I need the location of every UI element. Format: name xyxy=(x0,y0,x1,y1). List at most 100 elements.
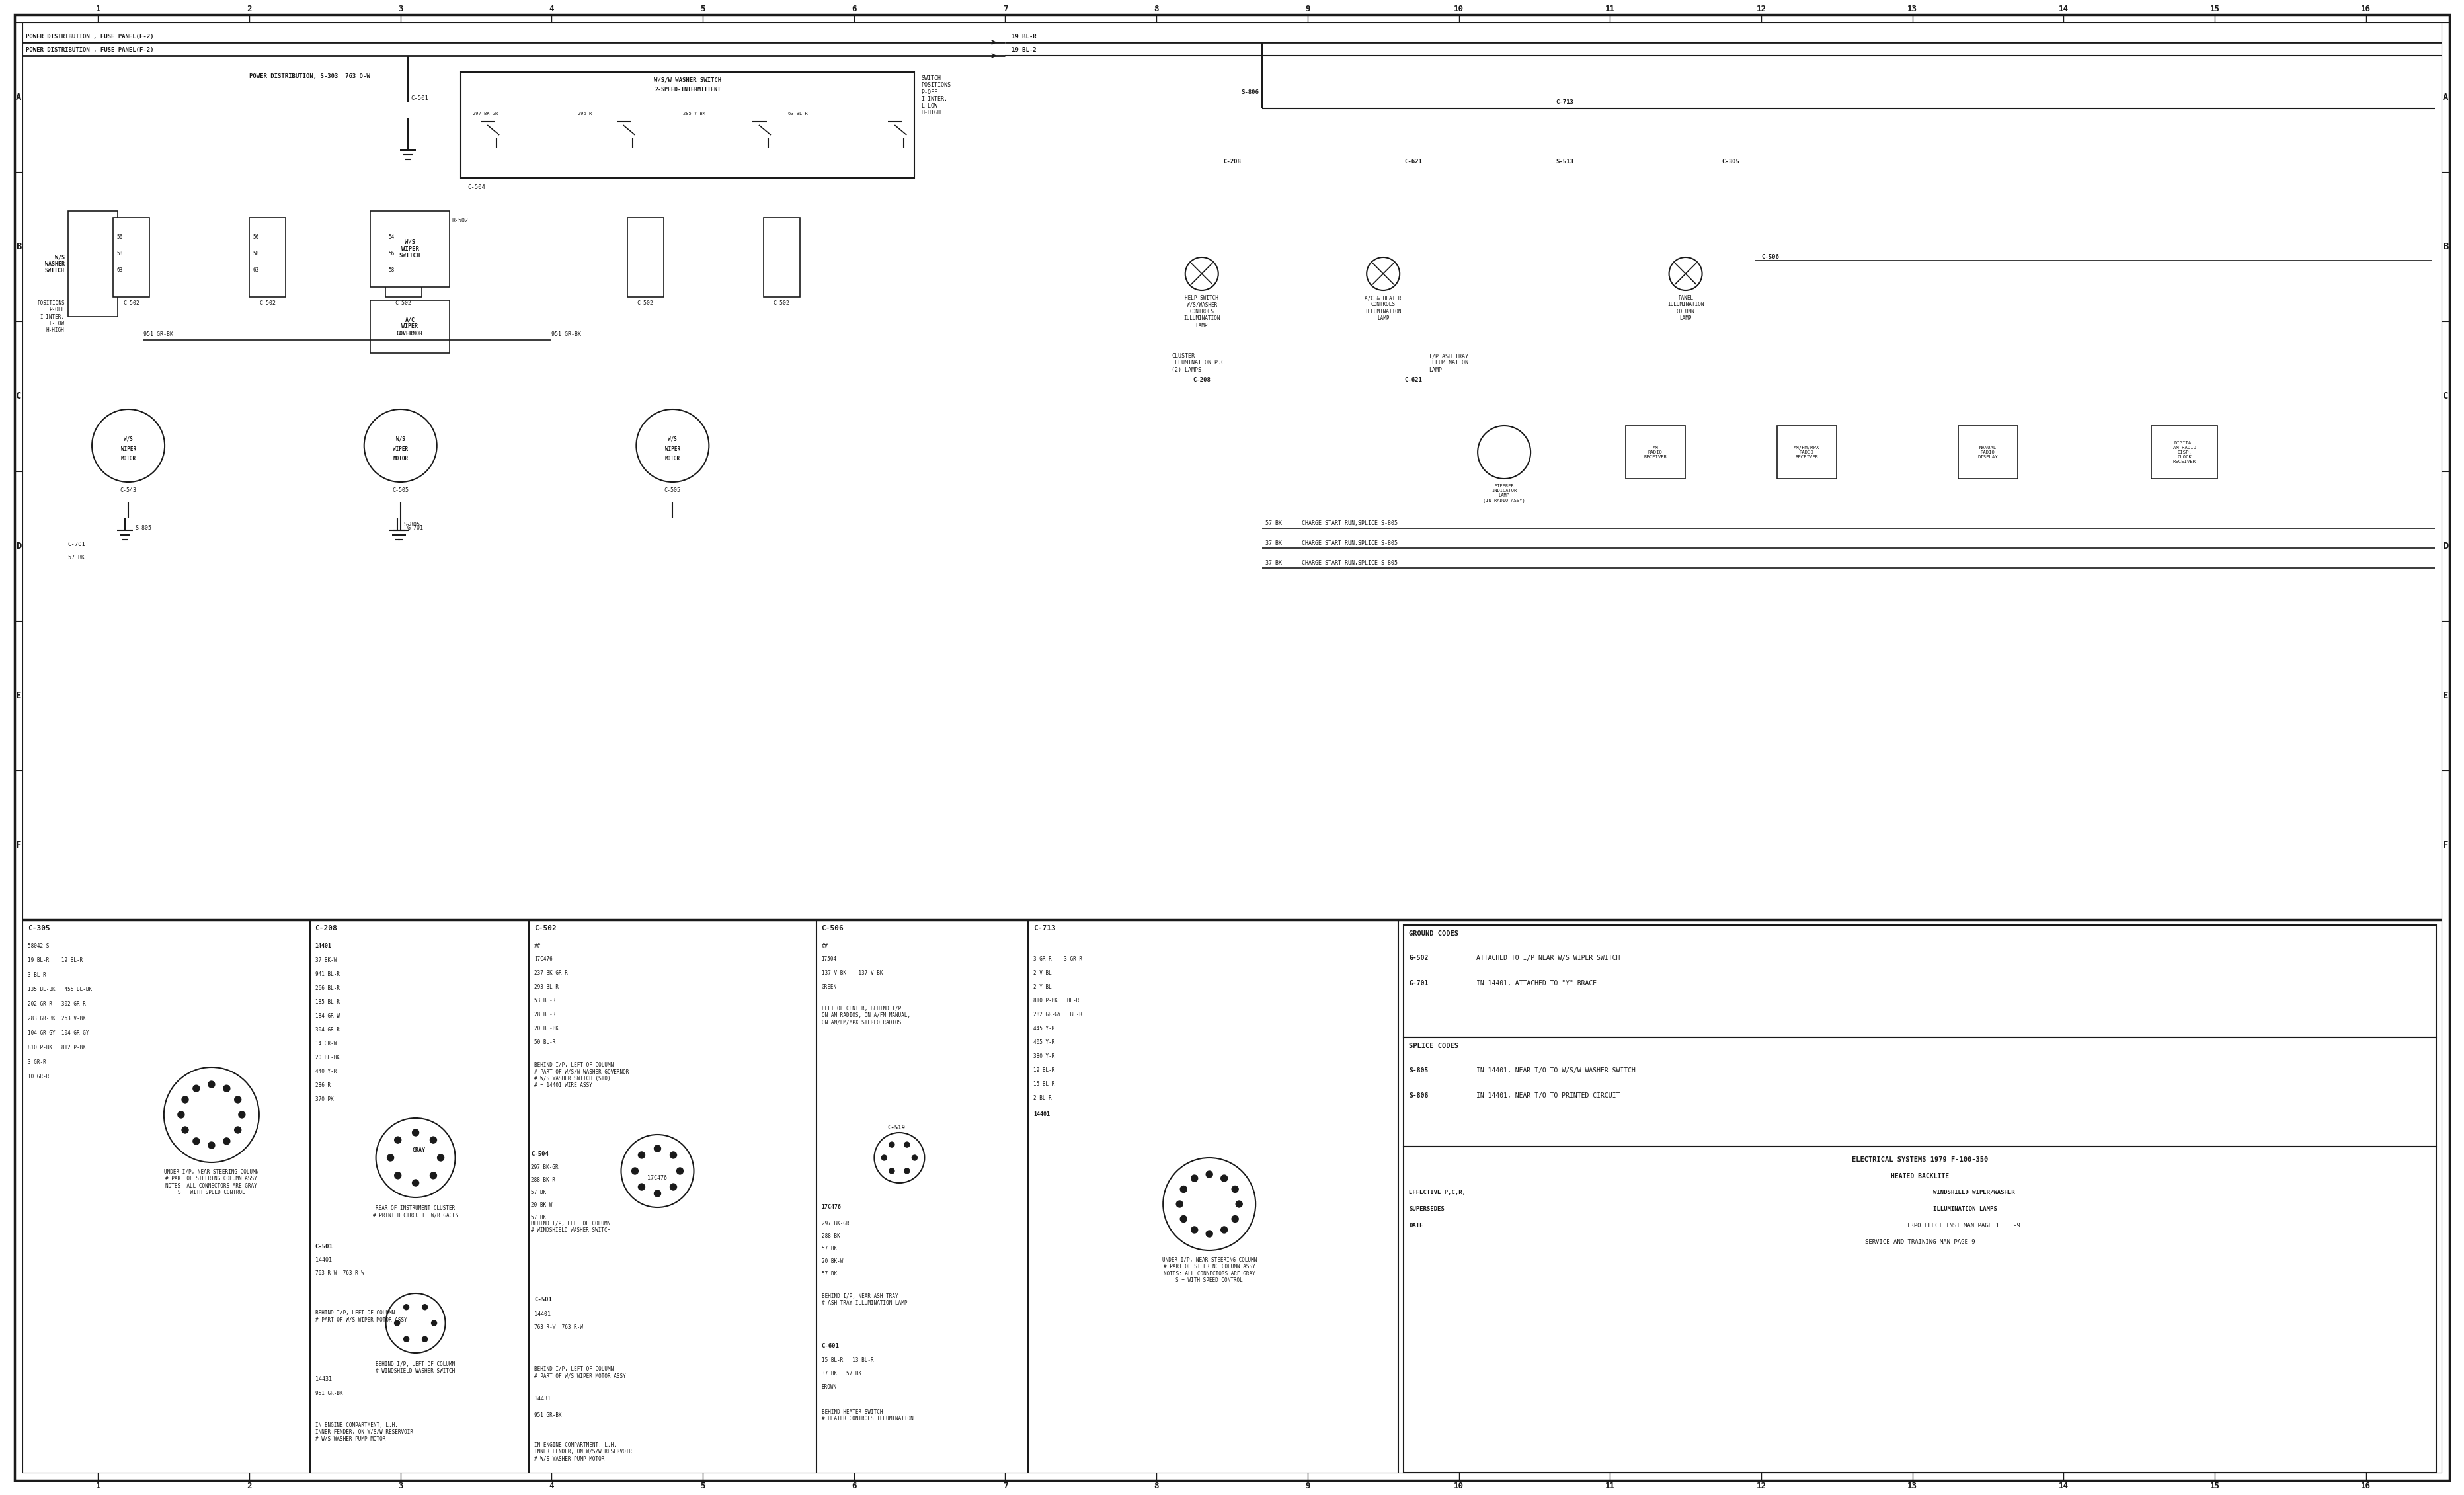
Text: 14401: 14401 xyxy=(315,1257,333,1263)
Text: IN 14401, ATTACHED TO "Y" BRACE: IN 14401, ATTACHED TO "Y" BRACE xyxy=(1476,979,1597,987)
Text: 20 BK-W: 20 BK-W xyxy=(821,1259,843,1265)
Bar xyxy=(1404,1147,2437,1473)
Circle shape xyxy=(1478,426,1530,478)
Text: 237 BK-GR-R: 237 BK-GR-R xyxy=(535,970,567,976)
Text: WIPER: WIPER xyxy=(392,446,409,451)
Text: 19 BL-R: 19 BL-R xyxy=(1013,34,1037,40)
Text: C-504: C-504 xyxy=(468,184,485,190)
Text: 57 BK: 57 BK xyxy=(530,1190,547,1196)
Circle shape xyxy=(1205,1230,1212,1238)
Circle shape xyxy=(1180,1186,1188,1193)
Text: CHARGE START RUN,SPLICE S-805: CHARGE START RUN,SPLICE S-805 xyxy=(1301,520,1397,526)
Text: AM/FM/MPX
RADIO
RECEIVER: AM/FM/MPX RADIO RECEIVER xyxy=(1794,446,1818,459)
Text: 2 BL-R: 2 BL-R xyxy=(1032,1094,1052,1100)
Text: C: C xyxy=(15,392,22,401)
Text: WIPER: WIPER xyxy=(121,446,136,451)
Circle shape xyxy=(365,410,436,481)
Circle shape xyxy=(890,1142,894,1147)
Text: 297 BK-GR: 297 BK-GR xyxy=(530,1165,559,1171)
Text: 20 BL-BK: 20 BL-BK xyxy=(535,1026,559,1032)
Text: 56: 56 xyxy=(254,235,259,241)
Text: STEERER
INDICATOR
LAMP
(IN RADIO ASSY): STEERER INDICATOR LAMP (IN RADIO ASSY) xyxy=(1483,484,1525,502)
Circle shape xyxy=(234,1096,241,1103)
Text: A: A xyxy=(15,93,22,102)
Text: 288 BK-R: 288 BK-R xyxy=(530,1177,554,1183)
Circle shape xyxy=(882,1156,887,1160)
Circle shape xyxy=(177,1111,185,1118)
Bar xyxy=(2151,426,2218,478)
Text: 297 BK-GR: 297 BK-GR xyxy=(473,112,498,115)
Text: C-502: C-502 xyxy=(394,300,411,306)
Text: BEHIND I/P, LEFT OF COLUMN
# PART OF W/S WIPER MOTOR ASSY: BEHIND I/P, LEFT OF COLUMN # PART OF W/S… xyxy=(535,1366,626,1378)
Text: ##: ## xyxy=(821,943,828,949)
Text: fordification.net
Ford & Ford Pickup Trucks: fordification.net Ford & Ford Pickup Tru… xyxy=(1577,456,1971,680)
Text: IN ENGINE COMPARTMENT, L.H.
INNER FENDER, ON W/S/W RESERVOIR
# W/S WASHER PUMP M: IN ENGINE COMPARTMENT, L.H. INNER FENDER… xyxy=(315,1422,414,1443)
Bar xyxy=(69,211,118,317)
Text: 370 PK: 370 PK xyxy=(315,1096,333,1102)
Text: HELP SWITCH
W/S/WASHER
CONTROLS
ILLUMINATION
LAMP: HELP SWITCH W/S/WASHER CONTROLS ILLUMINA… xyxy=(1183,295,1220,329)
Text: 14 GR-W: 14 GR-W xyxy=(315,1041,338,1046)
Text: 4: 4 xyxy=(549,4,554,13)
Circle shape xyxy=(431,1172,436,1180)
Text: 56: 56 xyxy=(116,235,123,241)
Circle shape xyxy=(1180,1215,1188,1223)
Circle shape xyxy=(678,1168,683,1174)
Text: 20 BK-W: 20 BK-W xyxy=(530,1202,552,1208)
Text: 63: 63 xyxy=(254,268,259,274)
Text: C-543: C-543 xyxy=(121,487,136,493)
Text: LEFT OF CENTER, BEHIND I/P
ON AM RADIOS, ON A/FM MANUAL,
ON AM/FM/MPX STEREO RAD: LEFT OF CENTER, BEHIND I/P ON AM RADIOS,… xyxy=(821,1006,909,1026)
Text: C-208: C-208 xyxy=(1222,158,1242,164)
Text: POWER DISTRIBUTION, S-303  763 O-W: POWER DISTRIBUTION, S-303 763 O-W xyxy=(249,73,370,79)
Text: C-505: C-505 xyxy=(392,487,409,493)
Circle shape xyxy=(621,1135,695,1208)
Text: POWER DISTRIBUTION , FUSE PANEL(F-2): POWER DISTRIBUTION , FUSE PANEL(F-2) xyxy=(25,46,153,52)
Text: 296 R: 296 R xyxy=(579,112,591,115)
Circle shape xyxy=(234,1127,241,1133)
Text: A/C
WIPER
GOVERNOR: A/C WIPER GOVERNOR xyxy=(397,317,424,336)
Text: 380 Y-R: 380 Y-R xyxy=(1032,1054,1055,1060)
Circle shape xyxy=(394,1172,402,1180)
Text: 57 BK: 57 BK xyxy=(69,555,84,561)
Circle shape xyxy=(638,1151,646,1159)
Text: 137 V-BK    137 V-BK: 137 V-BK 137 V-BK xyxy=(821,970,882,976)
Text: C-305: C-305 xyxy=(27,925,49,931)
Text: 14401: 14401 xyxy=(315,943,333,949)
Text: 19 BL-R: 19 BL-R xyxy=(1032,1067,1055,1073)
Text: 57 BK: 57 BK xyxy=(1266,520,1281,526)
Text: W/S
WIPER
SWITCH: W/S WIPER SWITCH xyxy=(399,239,421,259)
Text: 6: 6 xyxy=(853,1482,857,1491)
Text: 56: 56 xyxy=(389,251,394,257)
Text: C-501: C-501 xyxy=(315,1244,333,1250)
Text: 14431: 14431 xyxy=(535,1396,552,1402)
Text: ILLUMINATION LAMPS: ILLUMINATION LAMPS xyxy=(1934,1206,1998,1212)
Text: REAR OF INSTRUMENT CLUSTER
# PRINTED CIRCUIT  W/R GAGES: REAR OF INSTRUMENT CLUSTER # PRINTED CIR… xyxy=(372,1205,458,1218)
Text: 50 BL-R: 50 BL-R xyxy=(535,1039,557,1045)
Text: MOTOR: MOTOR xyxy=(665,456,680,462)
Text: 13: 13 xyxy=(1907,4,1917,13)
Text: 4: 4 xyxy=(549,1482,554,1491)
Text: 3 BL-R: 3 BL-R xyxy=(27,972,47,978)
Text: C-621: C-621 xyxy=(1404,377,1422,383)
Circle shape xyxy=(411,1129,419,1136)
Bar xyxy=(461,72,914,178)
Text: 1: 1 xyxy=(96,1482,101,1491)
Circle shape xyxy=(638,1184,646,1190)
Text: 17C476: 17C476 xyxy=(821,1203,840,1209)
Circle shape xyxy=(224,1085,229,1091)
Bar xyxy=(249,218,286,298)
Text: SUPERSEDES: SUPERSEDES xyxy=(1409,1206,1444,1212)
Text: S-805: S-805 xyxy=(136,525,150,531)
Text: 440 Y-R: 440 Y-R xyxy=(315,1069,338,1075)
Text: 28 BL-R: 28 BL-R xyxy=(535,1012,557,1018)
Text: 53 BL-R: 53 BL-R xyxy=(535,997,557,1003)
Text: HEATED BACKLITE: HEATED BACKLITE xyxy=(1890,1174,1949,1180)
Circle shape xyxy=(394,1320,399,1326)
Text: 7: 7 xyxy=(1003,1482,1008,1491)
Text: 266 BL-R: 266 BL-R xyxy=(315,985,340,991)
Bar xyxy=(113,218,150,298)
Text: G-701: G-701 xyxy=(69,541,86,547)
Text: 14: 14 xyxy=(2057,1482,2067,1491)
Text: C-519: C-519 xyxy=(887,1124,904,1130)
Text: GRAY: GRAY xyxy=(411,1147,426,1153)
Text: 54: 54 xyxy=(389,235,394,241)
